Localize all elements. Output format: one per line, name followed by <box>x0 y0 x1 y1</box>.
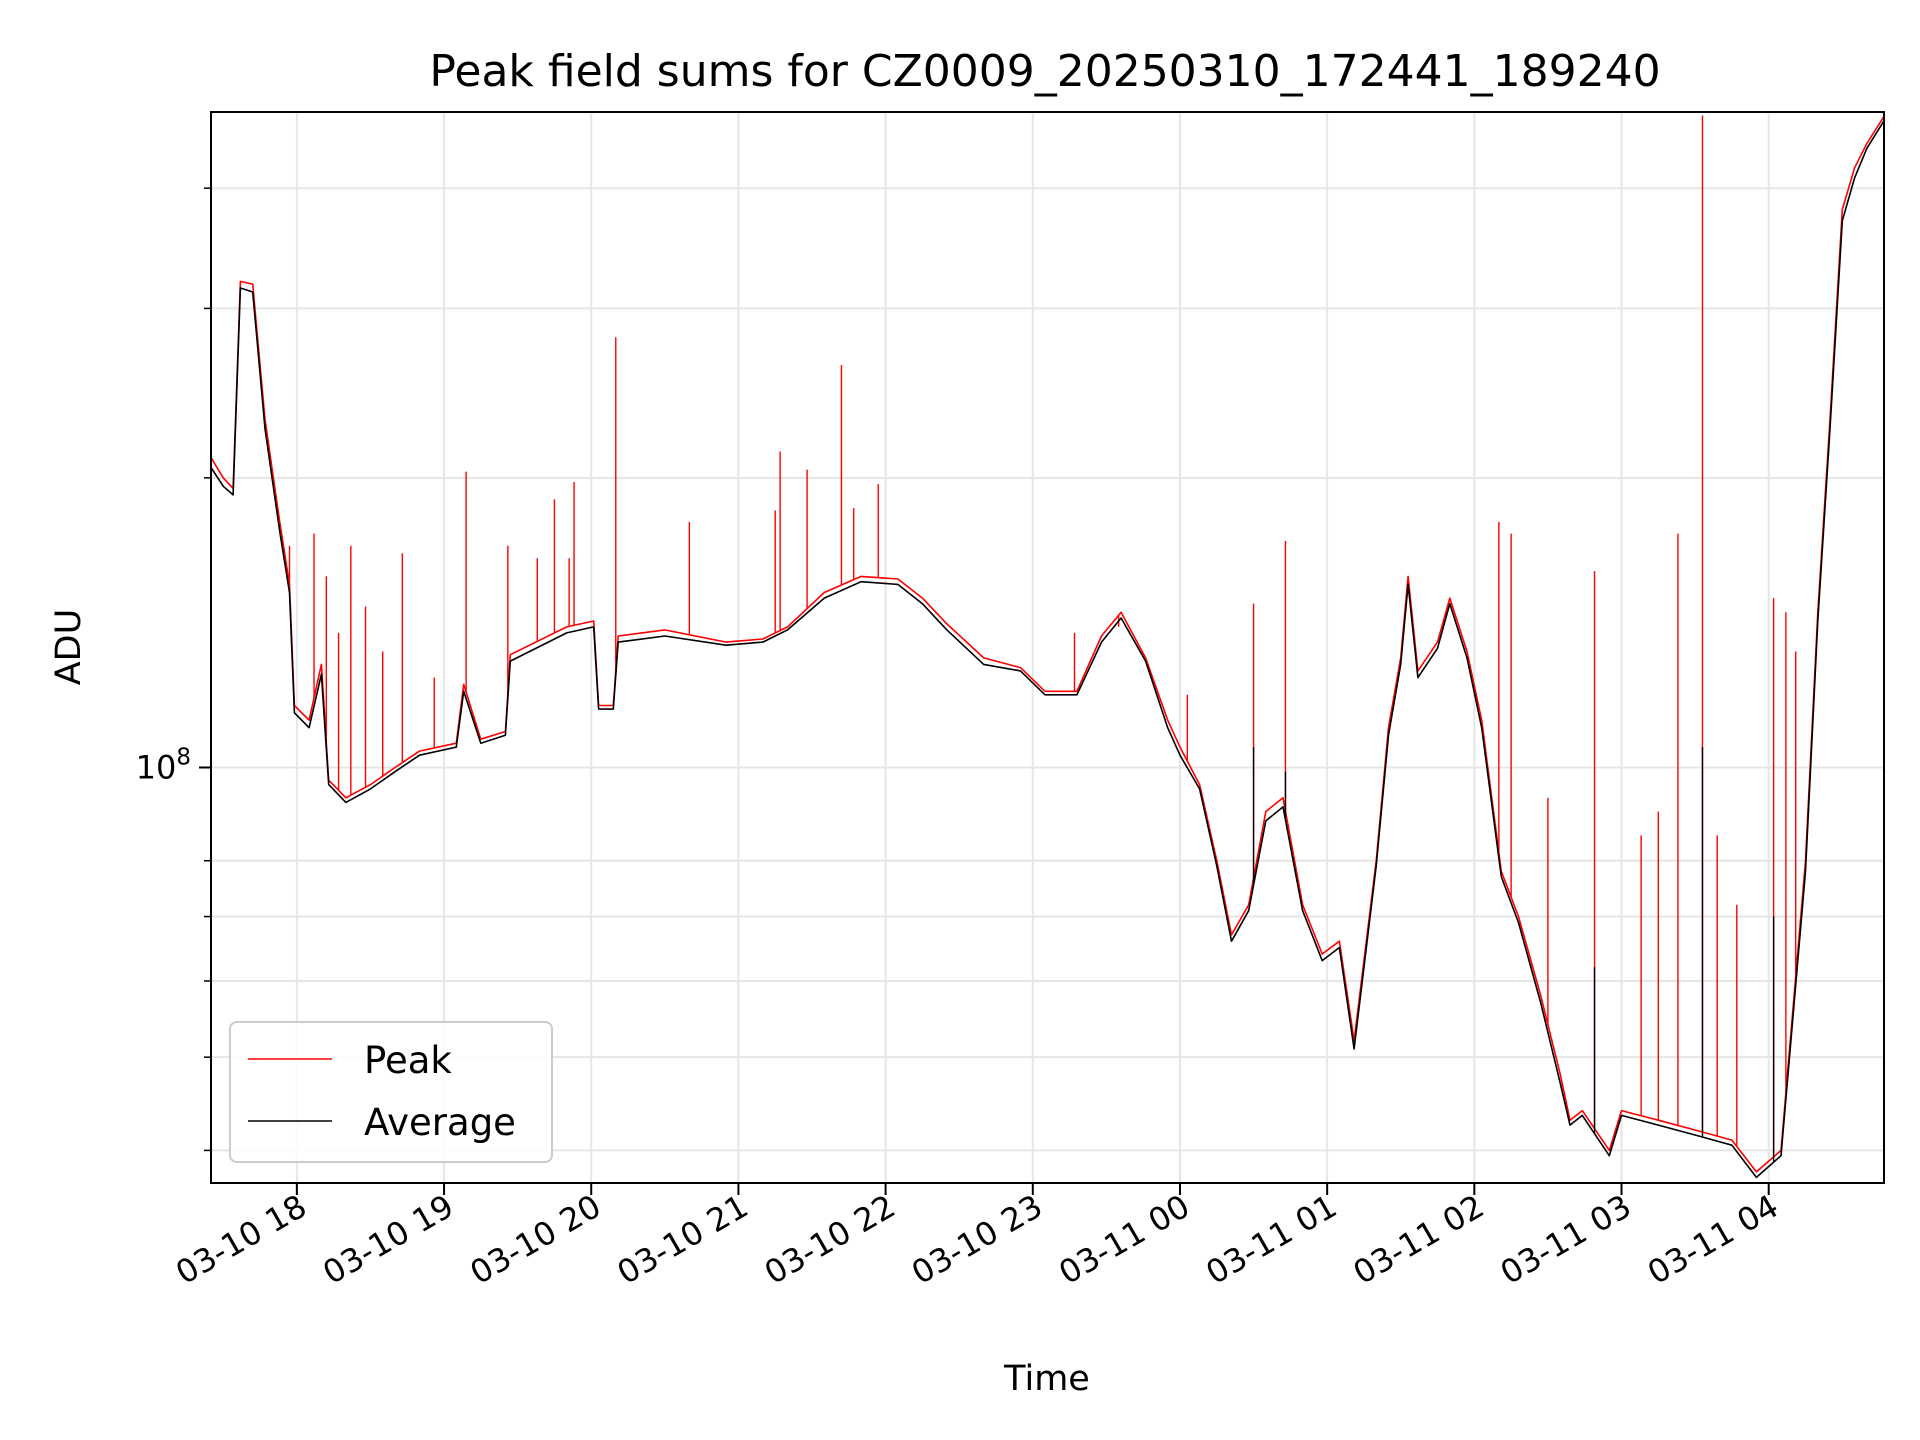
y-axis-label: ADU <box>49 609 89 686</box>
x-axis-label: Time <box>1003 1359 1090 1399</box>
legend: Peak Average <box>229 1021 553 1163</box>
grid <box>211 112 1884 1183</box>
series-average <box>210 120 1885 1179</box>
y-tick-label-0: 108 <box>136 745 191 787</box>
legend-label-average: Average <box>364 1101 516 1144</box>
plot-frame <box>210 111 1885 1184</box>
legend-label-peak: Peak <box>364 1039 452 1082</box>
series-line-peak <box>210 115 1885 1173</box>
legend-box <box>229 1021 553 1163</box>
chart-title: Peak field sums for CZ0009_20250310_1724… <box>429 46 1660 97</box>
series-layer <box>210 115 1885 1179</box>
series-line-average <box>210 120 1885 1179</box>
